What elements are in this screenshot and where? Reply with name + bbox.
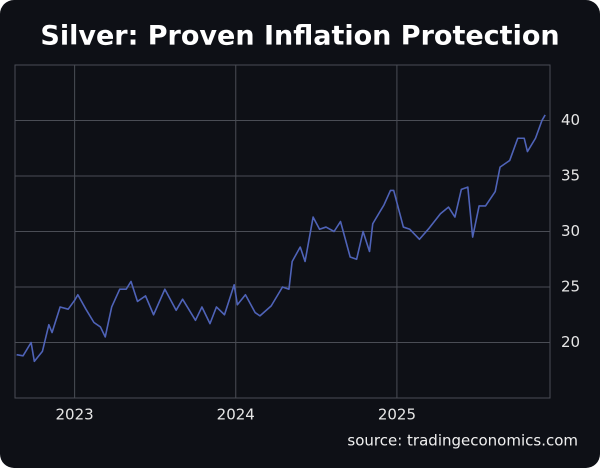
y-tick-label: 25 (561, 278, 580, 296)
x-tick-label: 2025 (378, 406, 416, 424)
chart-title: Silver: Proven Inflation Protection (40, 21, 559, 52)
y-tick-label: 35 (561, 167, 580, 185)
x-tick-label: 2024 (217, 406, 255, 424)
y-tick-label: 40 (561, 111, 580, 129)
x-tick-label: 2023 (56, 406, 94, 424)
line-series (16, 114, 546, 363)
y-tick-label: 20 (561, 333, 580, 351)
source: source: tradingeconomics.com (347, 432, 578, 450)
y-tick-label: 30 (561, 222, 580, 240)
